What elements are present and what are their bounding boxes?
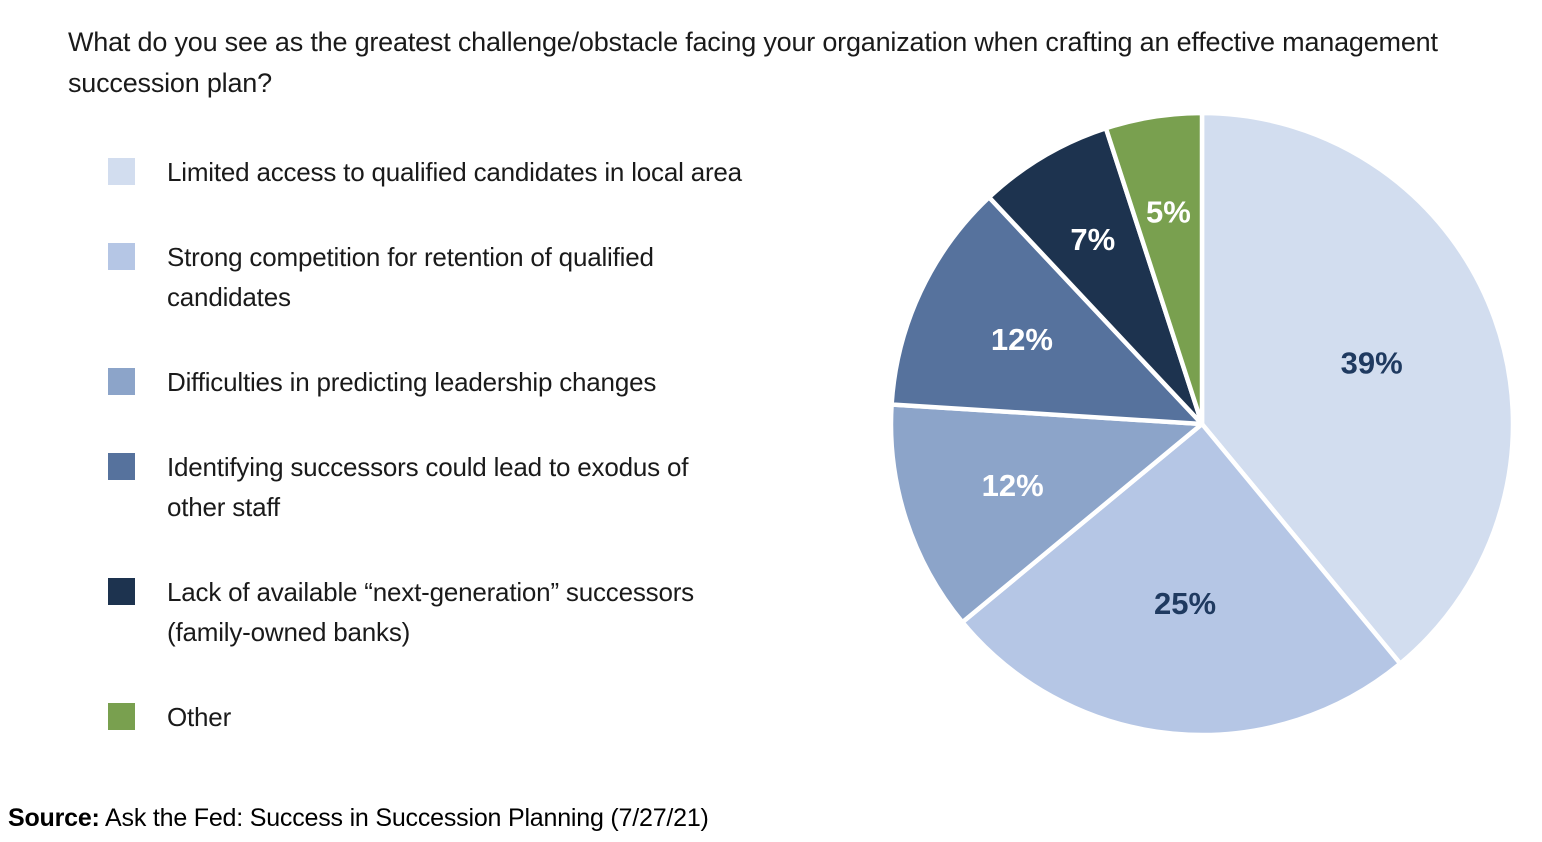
legend-item: Strong competition for retention of qual…: [108, 237, 742, 317]
pie-slice-label: 5%: [1146, 195, 1191, 230]
legend-item: Difficulties in predicting leadership ch…: [108, 362, 742, 402]
pie-slice-label: 25%: [1154, 586, 1216, 621]
chart-legend: Limited access to qualified candidates i…: [108, 152, 742, 782]
pie-slice: [889, 195, 1205, 427]
legend-label: Lack of available “next-generation” succ…: [167, 577, 694, 647]
pie-slice: [1199, 110, 1516, 666]
pie-slice-label: 7%: [1070, 222, 1115, 257]
legend-item: Other: [108, 697, 742, 737]
legend-label: Identifying successors could lead to exo…: [167, 452, 689, 522]
legend-item: Limited access to qualified candidates i…: [108, 152, 742, 192]
pie-slice: [1103, 110, 1205, 427]
pie-slice-label: 12%: [982, 468, 1044, 503]
pie-slice-label: 12%: [991, 322, 1053, 357]
legend-item: Identifying successors could lead to exo…: [108, 447, 742, 527]
legend-label: Difficulties in predicting leadership ch…: [167, 367, 657, 397]
pie-chart: 39% 25% 12% 12% 7% 5%: [872, 94, 1532, 754]
pie-chart-svg: 39% 25% 12% 12% 7% 5%: [888, 110, 1516, 738]
source-label: Source:: [8, 804, 100, 832]
pie-slice: [960, 421, 1403, 738]
chart-title: What do you see as the greatest challeng…: [68, 27, 1438, 98]
legend-swatch: [108, 368, 135, 395]
legend-swatch: [108, 703, 135, 730]
source-line: Source: Ask the Fed: Success in Successi…: [8, 801, 709, 835]
legend-swatch: [108, 453, 135, 480]
pie-slice-label: 39%: [1341, 345, 1403, 380]
pie-slice: [888, 402, 1205, 625]
legend-label: Limited access to qualified candidates i…: [167, 157, 742, 187]
legend-label: Strong competition for retention of qual…: [167, 242, 654, 312]
legend-swatch: [108, 578, 135, 605]
legend-swatch: [108, 158, 135, 185]
legend-item: Lack of available “next-generation” succ…: [108, 572, 742, 652]
legend-label: Other: [167, 702, 232, 732]
source-text: Ask the Fed: Success in Succession Plann…: [99, 804, 709, 832]
legend-swatch: [108, 243, 135, 270]
pie-slice: [986, 125, 1205, 427]
